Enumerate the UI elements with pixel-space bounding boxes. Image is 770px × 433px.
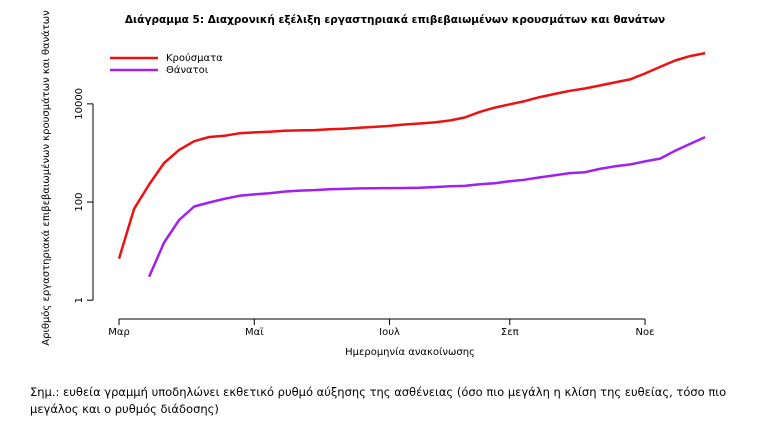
legend-label: Κρούσματα bbox=[166, 52, 223, 64]
x-tick-label: Νοε bbox=[636, 327, 655, 338]
legend-label: Θάνατοι bbox=[166, 64, 209, 76]
x-tick-label: Μαρ bbox=[108, 327, 130, 338]
chart-title: Διάγραμμα 5: Διαχρονική εξέλιξη εργαστηρ… bbox=[125, 14, 665, 26]
y-tick-label: 1 bbox=[74, 297, 85, 303]
x-tick-label: Ιουλ bbox=[379, 327, 400, 338]
chart: Διάγραμμα 5: Διαχρονική εξέλιξη εργαστηρ… bbox=[40, 10, 706, 358]
x-tick-label: Μαϊ bbox=[245, 327, 264, 338]
series-line bbox=[147, 135, 706, 278]
series-line bbox=[117, 51, 706, 260]
note: Σημ.: ευθεία γραμμή υποδηλώνει εκθετικό … bbox=[30, 385, 727, 416]
y-tick-label: 100 bbox=[74, 192, 85, 211]
x-axis-label: Ημερομηνία ανακοίνωσης bbox=[345, 346, 475, 358]
y-axis-label: Αριθμός εργαστηριακά επιβεβαιωμένων κρου… bbox=[40, 10, 52, 346]
x-tick-label: Σεπ bbox=[501, 327, 519, 338]
y-tick-label: 10000 bbox=[74, 88, 85, 120]
